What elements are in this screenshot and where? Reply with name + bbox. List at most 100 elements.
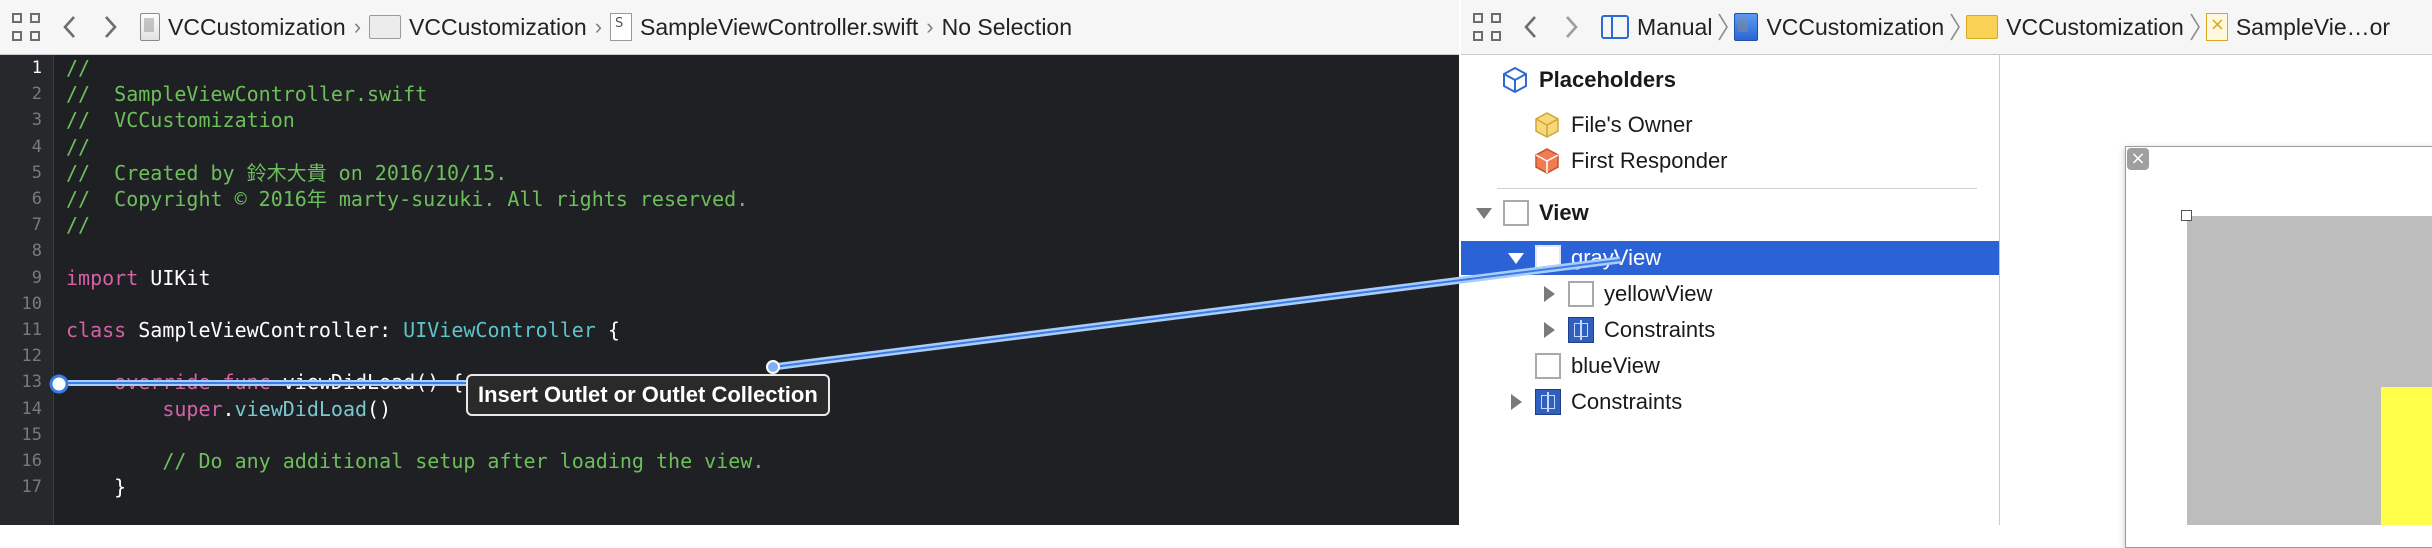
outline-item-constraints-outer[interactable]: Constraints (1507, 385, 1682, 419)
code-line[interactable]: 6 // Copyright © 2016年 marty-suzuki. All … (0, 186, 1459, 212)
first-responder-cube-icon (1533, 147, 1561, 175)
close-icon[interactable]: × (2127, 148, 2149, 170)
line-source: // Copyright © 2016年 marty-suzuki. All r… (66, 186, 748, 212)
code-line[interactable]: 7 // (0, 212, 1459, 238)
outline-item-first-responder[interactable]: First Responder (1533, 144, 1728, 178)
view-label: View (1539, 200, 1589, 225)
crumb-project[interactable]: VCCustomization (140, 13, 346, 41)
disclosure-expanded-icon[interactable] (1507, 249, 1525, 267)
code-line[interactable]: 2 // SampleViewController.swift (0, 81, 1459, 107)
code-token: viewDidLoad() { (270, 370, 464, 395)
code-token: UIKit (138, 265, 211, 290)
code-token: // (66, 56, 91, 80)
breadcrumb-separator-icon: › (594, 14, 603, 39)
code-line[interactable]: 10 (0, 291, 1459, 317)
code-line[interactable]: 16 // Do any additional setup after load… (0, 448, 1459, 474)
code-token: // (66, 134, 91, 159)
line-number: 17 (21, 477, 42, 498)
line-source: import UIKit (66, 265, 211, 291)
view-icon (1568, 281, 1594, 307)
code-line[interactable]: 9 import UIKit (0, 265, 1459, 291)
breadcrumb-separator-icon: › (353, 14, 362, 39)
interface-builder-canvas[interactable]: × (2000, 55, 2432, 548)
code-line[interactable]: 8 (0, 238, 1459, 264)
swift-file-icon (610, 13, 633, 41)
yellow-view-canvas[interactable] (2381, 387, 2432, 525)
outline-item-files-owner[interactable]: File's Owner (1533, 108, 1693, 142)
disclosure-collapsed-icon[interactable] (1507, 393, 1525, 411)
code-token: super (66, 396, 223, 421)
crumb-symbol[interactable]: No Selection (942, 14, 1072, 41)
code-token: class (66, 318, 127, 342)
code-line[interactable]: 11 class SampleViewController: UIViewCont… (0, 317, 1459, 343)
line-number: 2 (31, 84, 42, 105)
code-token: SampleViewController: (126, 318, 404, 342)
code-token: // SampleViewController.swift (66, 82, 428, 107)
manual-icon (1601, 15, 1629, 39)
code-line[interactable]: 12 (0, 343, 1459, 369)
line-number: 8 (31, 241, 42, 262)
crumb-file[interactable]: SampleVie…or (2205, 13, 2391, 41)
line-source: override func viewDidLoad() { (66, 369, 463, 395)
breadcrumb-chevron-icon (2188, 12, 2202, 42)
disclosure-expanded-icon[interactable] (1475, 204, 1493, 222)
code-line[interactable]: 15 (0, 422, 1459, 448)
back-arrow-icon[interactable] (56, 10, 82, 44)
crumb-manual[interactable]: Manual (1601, 14, 1712, 41)
code-line[interactable]: 1 // (0, 55, 1459, 81)
code-token: // (66, 213, 91, 238)
crumb-file[interactable]: SampleViewController.swift (610, 13, 918, 41)
disclosure-collapsed-icon[interactable] (1540, 285, 1558, 303)
line-number: 10 (21, 293, 42, 314)
code-line[interactable]: 17 } (0, 474, 1459, 500)
folder-icon (1966, 15, 1999, 39)
outline-placeholders-header: Placeholders (1501, 63, 1676, 97)
code-token: override (66, 370, 211, 395)
crumb-project-label: VCCustomization (168, 13, 346, 40)
line-number: 3 (31, 110, 42, 131)
outline-item-blue-view[interactable]: blueView (1535, 349, 1660, 383)
forward-arrow-icon[interactable] (98, 10, 124, 44)
disclosure-collapsed-icon[interactable] (1540, 321, 1558, 339)
code-line[interactable]: 5 // Created by 鈴木大貴 on 2016/10/15. (0, 160, 1459, 186)
crumb-manual-label: Manual (1637, 13, 1713, 40)
related-items-grid-icon[interactable] (1473, 13, 1501, 41)
document-outline: Placeholders File's Owner First Responde… (1461, 55, 2000, 525)
related-items-grid-icon[interactable] (12, 13, 40, 41)
source-editor[interactable]: 1 // 2 // SampleViewController.swift 3 // VCC… (0, 55, 1459, 525)
crumb-project[interactable]: VCCustomization (1734, 13, 1944, 41)
line-number: 1 (31, 58, 42, 78)
crumb-group-label: VCCustomization (409, 13, 587, 40)
code-token: func (222, 370, 271, 395)
line-number: 5 (31, 162, 42, 183)
line-source: // Do any additional setup after loading… (66, 448, 764, 474)
line-number: 12 (21, 346, 42, 367)
line-source: // SampleViewController.swift (66, 81, 427, 107)
line-source: super.viewDidLoad() (66, 396, 391, 422)
code-line[interactable]: 3 // VCCustomization (0, 107, 1459, 133)
back-arrow-icon[interactable] (1517, 10, 1543, 44)
code-line[interactable]: 4 // (0, 134, 1459, 160)
xib-file-icon (2205, 13, 2228, 41)
resize-handle[interactable] (2181, 210, 2192, 221)
code-line[interactable]: 14 super.viewDidLoad() (0, 396, 1459, 422)
crumb-file-label: SampleViewController.swift (640, 13, 919, 40)
first-responder-label: First Responder (1571, 148, 1728, 173)
line-number: 16 (21, 451, 42, 471)
forward-arrow-icon[interactable] (1559, 10, 1585, 44)
code-token: // Created by 鈴木大貴 on 2016/10/15. (66, 160, 508, 185)
code-token: // VCCustomization (66, 108, 295, 133)
view-icon (1535, 245, 1561, 271)
outline-item-constraints-inner[interactable]: Constraints (1540, 313, 1715, 347)
crumb-symbol-label: No Selection (941, 13, 1073, 40)
crumb-file-label: SampleVie…or (2235, 13, 2391, 40)
yellow-view-label: yellowView (1604, 281, 1713, 306)
outline-item-view[interactable]: View (1475, 196, 1589, 230)
view-icon (1503, 200, 1529, 226)
line-source: class SampleViewController: UIViewContro… (66, 317, 620, 343)
outline-item-yellow-view[interactable]: yellowView (1540, 277, 1712, 311)
editor-jump-bar: VCCustomization › VCCustomization › Samp… (0, 0, 1459, 55)
crumb-group[interactable]: VCCustomization (1966, 14, 2184, 41)
outline-item-gray-view[interactable]: grayView (1461, 241, 1999, 275)
crumb-group[interactable]: VCCustomization (369, 14, 587, 41)
